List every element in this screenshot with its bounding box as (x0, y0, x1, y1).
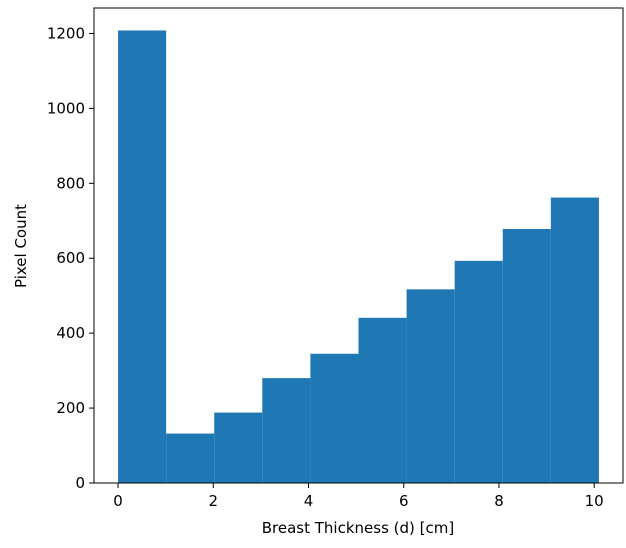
bar (358, 317, 407, 483)
y-tick-label: 200 (56, 399, 85, 417)
y-tick-label: 1200 (47, 24, 85, 42)
y-tick-label: 0 (75, 474, 85, 492)
x-tick-label: 4 (304, 492, 314, 510)
bar (262, 378, 311, 483)
x-tick-label: 0 (113, 492, 123, 510)
y-tick-label: 1000 (47, 99, 85, 117)
bar (406, 289, 455, 483)
bar (118, 30, 167, 483)
x-tick-label: 2 (209, 492, 219, 510)
bar (550, 197, 599, 483)
y-tick-label: 400 (56, 324, 85, 342)
x-axis-label: Breast Thickness (d) [cm] (262, 519, 454, 537)
bar (454, 260, 503, 483)
y-tick-label: 800 (56, 174, 85, 192)
y-tick-label: 600 (56, 249, 85, 267)
bar (502, 229, 551, 483)
y-axis-label: Pixel Count (12, 204, 30, 288)
bar (214, 412, 263, 483)
bar (166, 433, 215, 483)
x-tick-label: 8 (494, 492, 504, 510)
bar (310, 353, 359, 483)
x-tick-label: 10 (585, 492, 604, 510)
x-tick-label: 6 (399, 492, 409, 510)
plot-frame (93, 7, 624, 484)
